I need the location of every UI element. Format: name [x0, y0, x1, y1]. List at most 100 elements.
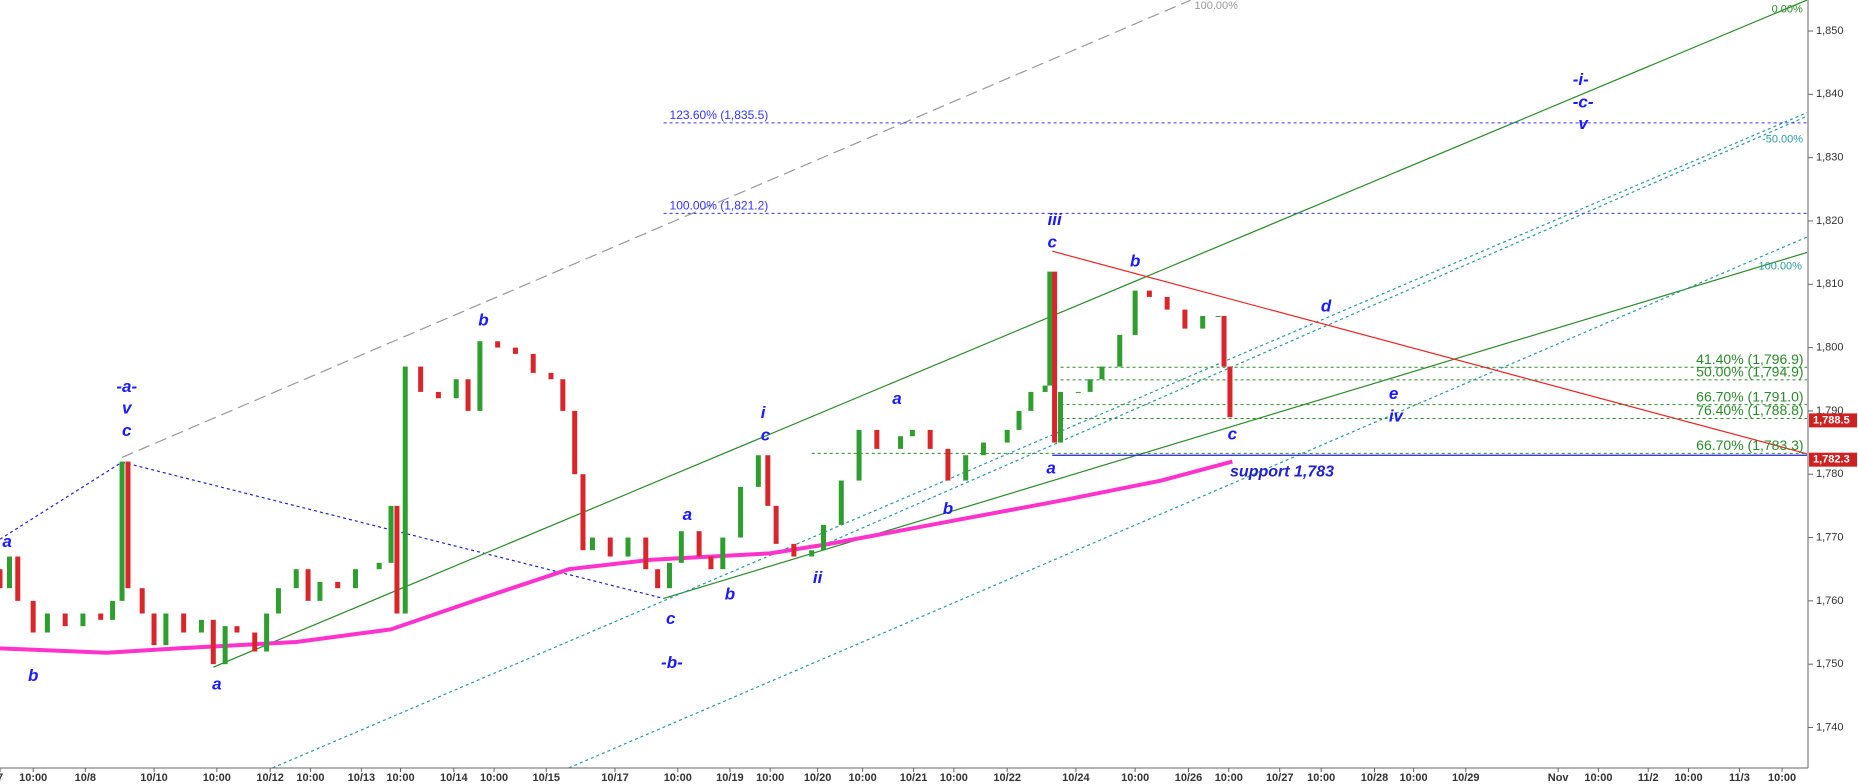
x-tick-label: 10/17: [601, 772, 629, 784]
x-tick-label: 7: [0, 772, 3, 784]
wave-label: iii: [1048, 210, 1063, 229]
price-tag-label: 1,788.5: [1813, 414, 1850, 426]
x-tick-label: 10/24: [1062, 772, 1090, 784]
support-label: support 1,783: [1230, 463, 1334, 480]
candle: [1117, 334, 1123, 367]
x-tick-label: 10:00: [1215, 772, 1243, 784]
wave-label: a: [2, 532, 11, 551]
candle: [44, 613, 50, 633]
x-tick-label: 10:00: [1674, 772, 1702, 784]
candle: [1004, 429, 1010, 443]
fib-label: 41.40% (1,796.9): [1696, 351, 1803, 367]
y-tick-label: 1,830: [1816, 152, 1844, 164]
candle: [1227, 366, 1233, 418]
x-tick-label: 10:00: [296, 772, 324, 784]
x-tick-label: 11/3: [1729, 772, 1750, 784]
candle: [765, 455, 771, 506]
candle: [773, 505, 779, 544]
candle: [1215, 315, 1221, 317]
candle: [0, 569, 3, 589]
x-tick-label: 10/27: [1266, 772, 1294, 784]
candle: [856, 429, 862, 481]
wave-label: -a-: [116, 377, 137, 396]
candle: [1132, 290, 1138, 335]
candle: [655, 569, 661, 589]
candle: [1042, 385, 1048, 392]
candle: [453, 379, 459, 399]
wave-label: a: [892, 389, 901, 408]
y-tick-label: 1,820: [1816, 215, 1844, 227]
candle: [376, 562, 382, 570]
candle: [275, 588, 281, 614]
y-tick-label: 1,760: [1816, 595, 1844, 607]
candle: [125, 461, 131, 589]
candle: [62, 613, 68, 627]
wave-label: -i-: [1573, 70, 1589, 89]
x-tick-label: 10/29: [1452, 772, 1480, 784]
fib-label: 50.00% (1,794.9): [1696, 364, 1803, 380]
candle: [110, 600, 116, 620]
candle: [980, 442, 986, 456]
candle: [139, 588, 145, 614]
candle: [755, 455, 761, 487]
x-tick-label: 10:00: [1121, 772, 1149, 784]
candle: [6, 556, 12, 589]
channel-label: -50.00%: [1762, 134, 1803, 146]
candle: [181, 613, 187, 633]
fib-label: 76.40% (1,788.8): [1696, 402, 1803, 418]
price-tag-label: 1,782.3: [1813, 454, 1850, 466]
candle: [1052, 271, 1058, 443]
fib-label: 66.70% (1,783.3): [1696, 437, 1803, 453]
candle: [1164, 296, 1170, 310]
channel-label: 100.00%: [1759, 261, 1803, 273]
price-tag: [1809, 413, 1857, 428]
x-tick-label: 10:00: [480, 772, 508, 784]
wave-label: a: [683, 505, 692, 524]
wave-label: b: [478, 311, 488, 330]
candle: [560, 379, 566, 411]
x-tick-label: 10/15: [532, 772, 560, 784]
candle: [696, 531, 702, 557]
candle: [572, 410, 578, 475]
candle: [495, 341, 501, 348]
fib-label: 100.00% (1,821.2): [670, 199, 769, 213]
y-tick-label: 1,770: [1816, 531, 1844, 543]
candle: [809, 550, 815, 557]
x-tick-label: Nov: [1548, 772, 1570, 784]
wave-line: [0, 461, 123, 540]
channel-line: [213, 0, 1807, 668]
x-tick-label: 10/10: [140, 772, 168, 784]
candle: [15, 556, 21, 601]
candle: [394, 505, 400, 614]
candle: [1221, 315, 1227, 367]
y-tick-label: 1,810: [1816, 278, 1844, 290]
x-tick-label: 10:00: [664, 772, 692, 784]
channel-label: 100.00%: [1194, 0, 1238, 12]
wave-label: b: [943, 499, 953, 518]
candle: [264, 613, 270, 652]
x-tick-label: 10:00: [203, 772, 231, 784]
candle: [738, 486, 744, 538]
x-tick-label: 10:00: [849, 772, 877, 784]
candle: [1087, 379, 1093, 392]
candle: [1099, 366, 1105, 380]
x-tick-label: 10/28: [1361, 772, 1389, 784]
candle: [963, 455, 969, 481]
triangle-line: [1052, 250, 1807, 455]
candle: [222, 626, 228, 665]
candle: [589, 537, 595, 551]
x-tick-label: 10/26: [1175, 772, 1203, 784]
fib-label: 66.70% (1,791.0): [1696, 388, 1803, 404]
wave-label: b: [1130, 251, 1140, 270]
candle: [1182, 309, 1188, 329]
x-tick-label: 11/2: [1638, 772, 1659, 784]
wave-label: -b-: [661, 653, 683, 672]
x-tick-label: 10:00: [1307, 772, 1335, 784]
wave-label: a: [212, 674, 221, 693]
x-tick-label: 10:00: [1584, 772, 1612, 784]
candle: [678, 531, 684, 563]
candle: [909, 429, 915, 437]
candle: [305, 569, 311, 601]
wave-label: -c-: [1573, 93, 1594, 112]
